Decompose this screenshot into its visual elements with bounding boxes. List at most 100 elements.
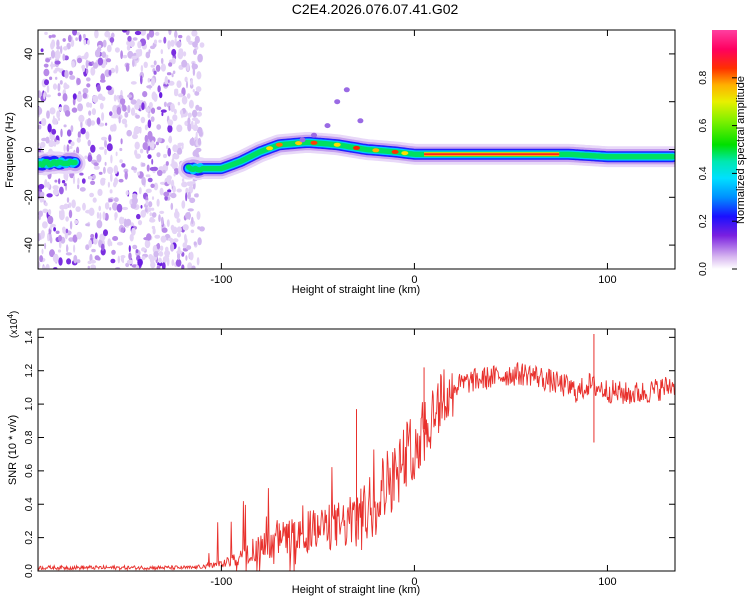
spec-noise-blob bbox=[87, 139, 91, 147]
spec-noise-blob bbox=[181, 95, 188, 105]
spec-noise-blob bbox=[124, 123, 128, 128]
spec-noise-blob bbox=[107, 238, 112, 247]
spec-noise-blob bbox=[157, 85, 161, 93]
spec-noise-blob bbox=[135, 153, 142, 159]
spec-noise-blob bbox=[91, 61, 94, 65]
spec-harmonic-blob bbox=[357, 118, 364, 124]
spec-noise-blob bbox=[141, 247, 146, 252]
spec-noise-blob bbox=[113, 177, 118, 186]
spec-noise-blob bbox=[173, 173, 176, 177]
colorbar-tick-label: 0.2 bbox=[698, 214, 709, 228]
spec-noise-blob bbox=[182, 224, 189, 231]
spec-noise-blob bbox=[172, 70, 176, 75]
spec-noise-blob bbox=[68, 202, 72, 209]
spec-noise-blob bbox=[45, 263, 50, 269]
spec-noise-blob bbox=[38, 183, 45, 190]
spec-noise-blob bbox=[146, 85, 153, 89]
spec-hot-spot bbox=[333, 142, 341, 147]
spec-noise-blob bbox=[76, 259, 81, 264]
snr-marks bbox=[38, 334, 675, 571]
spec-noise-blob bbox=[125, 63, 130, 72]
spec-noise-blob bbox=[141, 256, 146, 260]
spec-noise-blob bbox=[48, 35, 52, 39]
spec-noise-blob bbox=[137, 41, 142, 49]
spec-noise-blob bbox=[167, 124, 173, 133]
spec-noise-blob bbox=[156, 242, 161, 250]
spec-noise-blob bbox=[133, 126, 140, 135]
snr-series-line bbox=[38, 362, 675, 571]
spec-noise-blob bbox=[158, 257, 162, 264]
colorbar-ticks: 0.0 0.2 0.4 0.6 0.8 bbox=[698, 70, 737, 276]
spec-noise-blob bbox=[128, 40, 135, 48]
snr-xtick-label: -100 bbox=[210, 576, 232, 588]
spec-noise-blob bbox=[163, 191, 170, 197]
spec-noise-blob bbox=[196, 211, 201, 220]
spec-noise-blob bbox=[49, 76, 53, 81]
spec-noise-blob bbox=[47, 123, 52, 133]
spec-noise-blob bbox=[198, 106, 203, 112]
spec-noise-blob bbox=[40, 230, 45, 239]
spectrogram-ticks: -100 0 100 -40 -20 0 20 40 bbox=[23, 30, 675, 286]
spec-noise-blob bbox=[107, 89, 114, 96]
spec-noise-blob bbox=[107, 166, 114, 175]
spec-noise-blob bbox=[197, 137, 202, 146]
spec-noise-blob bbox=[191, 30, 198, 37]
spec-noise-blob bbox=[112, 202, 118, 211]
spec-noise-blob bbox=[116, 106, 122, 115]
spec-noise-blob bbox=[174, 88, 179, 93]
spec-noise-blob bbox=[93, 162, 99, 167]
spec-noise-blob bbox=[185, 245, 192, 250]
snr-xtick-label: 100 bbox=[598, 576, 616, 588]
spec-noise-blob bbox=[159, 245, 164, 251]
spec-noise-blob bbox=[192, 41, 198, 48]
spec-noise-blob bbox=[167, 147, 171, 157]
spec-noise-blob bbox=[191, 265, 196, 269]
spec-noise-blob bbox=[116, 203, 123, 213]
spec-noise-blob bbox=[118, 116, 121, 124]
spec-noise-blob bbox=[121, 206, 129, 211]
spec-noise-blob bbox=[195, 131, 198, 139]
spec-noise-blob bbox=[158, 39, 162, 43]
colorbar-tick-label: 0.4 bbox=[698, 166, 709, 180]
spec-noise-blob bbox=[162, 164, 169, 172]
spec-noise-blob bbox=[180, 109, 184, 119]
spec-noise-blob bbox=[125, 262, 130, 268]
spec-noise-blob bbox=[71, 60, 75, 68]
spec-noise-blob bbox=[85, 59, 89, 69]
spec-noise-blob bbox=[147, 119, 152, 129]
spec-noise-blob bbox=[188, 185, 194, 194]
spec-noise-blob bbox=[116, 241, 124, 246]
colorbar-tick-label: 0.0 bbox=[698, 262, 709, 276]
spec-noise-blob bbox=[52, 253, 59, 263]
spec-noise-blob bbox=[66, 129, 72, 137]
snr-multiplier: (x104) bbox=[6, 311, 20, 338]
spec-noise-blob bbox=[94, 232, 98, 239]
spec-noise-blob bbox=[130, 107, 136, 116]
spec-noise-blob bbox=[65, 228, 69, 234]
spec-noise-blob bbox=[75, 206, 81, 213]
spec-noise-blob bbox=[66, 144, 70, 153]
spec-noise-blob bbox=[122, 54, 128, 59]
spec-noise-blob bbox=[197, 226, 201, 230]
spectrogram-marks bbox=[38, 30, 675, 269]
spec-noise-blob bbox=[81, 64, 86, 73]
spec-harmonic-blob bbox=[324, 123, 331, 129]
spec-noise-blob bbox=[163, 101, 167, 108]
spec-noise-blob bbox=[142, 91, 148, 98]
spec-noise-blob bbox=[68, 209, 73, 219]
spec-noise-blob bbox=[145, 199, 149, 206]
spec-noise-blob bbox=[115, 151, 118, 157]
spec-noise-blob bbox=[38, 124, 42, 130]
spec-noise-blob bbox=[109, 207, 112, 211]
spec-noise-blob bbox=[177, 246, 181, 254]
spec-noise-blob bbox=[134, 30, 142, 36]
spec-noise-blob bbox=[122, 105, 127, 112]
spec-noise-blob bbox=[187, 117, 191, 125]
spec-noise-blob bbox=[92, 95, 99, 103]
spec-noise-blob bbox=[59, 80, 63, 85]
spec-noise-blob bbox=[127, 105, 131, 114]
spec-noise-blob bbox=[192, 150, 198, 157]
spec-noise-blob bbox=[160, 109, 167, 113]
spec-harmonic-blob bbox=[299, 137, 306, 143]
spec-noise-blob bbox=[105, 58, 112, 63]
